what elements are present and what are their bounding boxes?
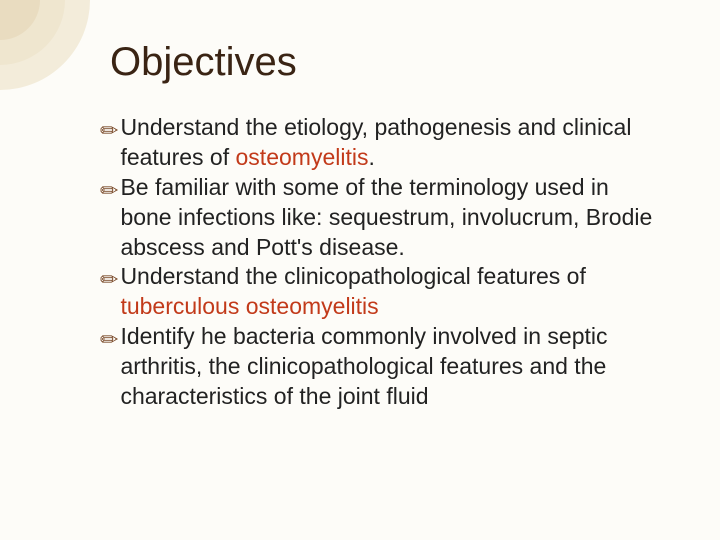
highlight: tuberculous osteomyelitis [120,293,378,319]
bullet-item: ✏ Be familiar with some of the terminolo… [100,173,665,263]
bullet-text: Identify he bacteria commonly involved i… [120,322,665,412]
bullet-text: Understand the clinicopathological featu… [120,262,665,322]
highlight: osteomyelitis [236,144,369,170]
bullet-icon: ✏ [100,177,118,206]
bullet-icon: ✏ [100,266,118,295]
bullet-list: ✏ Understand the etiology, pathogenesis … [100,113,665,412]
bullet-item: ✏ Understand the clinicopathological fea… [100,262,665,322]
bullet-text: Be familiar with some of the terminology… [120,173,665,263]
bullet-item: ✏ Identify he bacteria commonly involved… [100,322,665,412]
bullet-text: Understand the etiology, pathogenesis an… [120,113,665,173]
bullet-icon: ✏ [100,117,118,146]
slide: Objectives ✏ Understand the etiology, pa… [0,0,720,540]
bullet-item: ✏ Understand the etiology, pathogenesis … [100,113,665,173]
slide-title: Objectives [110,40,665,85]
bullet-icon: ✏ [100,326,118,355]
